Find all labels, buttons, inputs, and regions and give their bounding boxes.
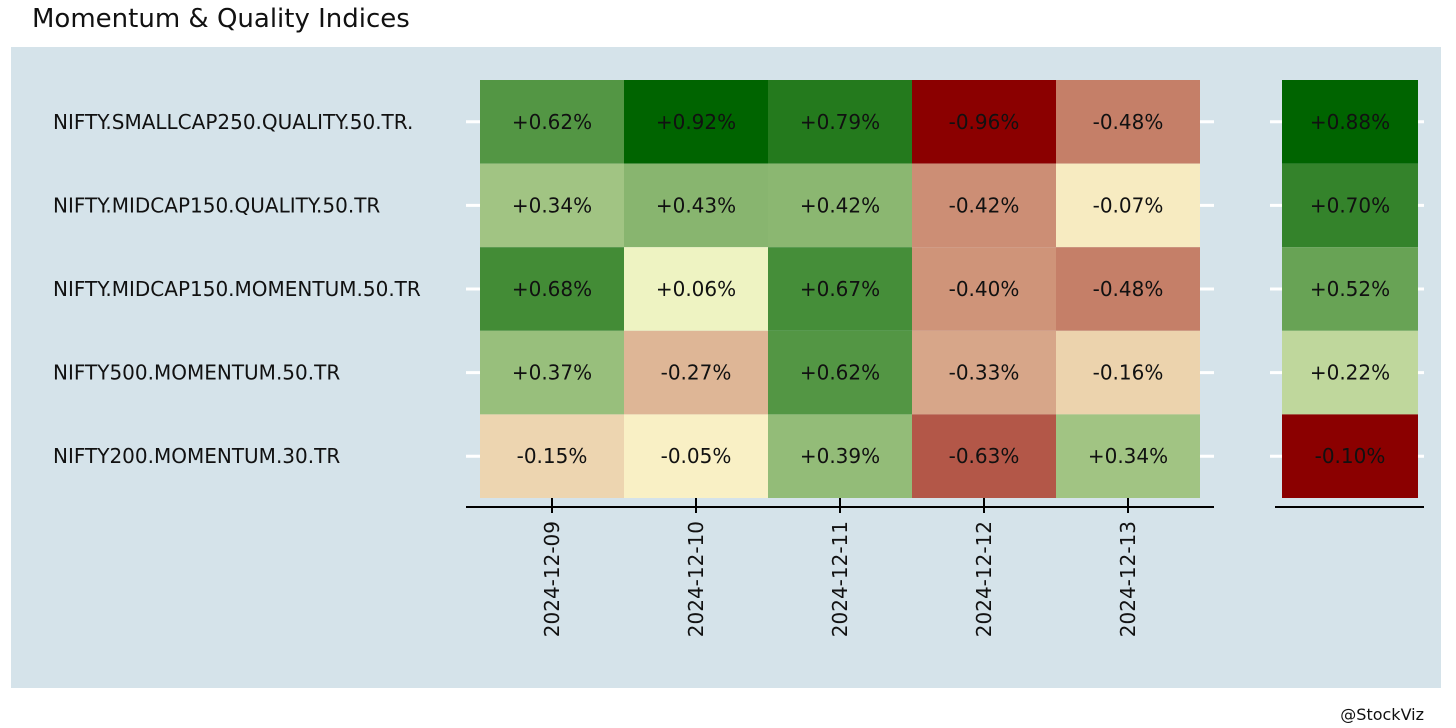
cell-value-label: -0.07% [1093, 193, 1164, 217]
cell-value-label: -0.48% [1093, 277, 1164, 301]
cell-value-label: -0.48% [1093, 110, 1164, 134]
row-label: NIFTY200.MOMENTUM.30.TR [53, 444, 340, 468]
x-tick-label: 2024-12-11 [828, 521, 852, 637]
side-cell-value-label: +0.22% [1310, 361, 1390, 385]
side-cell-value-label: +0.52% [1310, 277, 1390, 301]
cell-value-label: -0.96% [949, 110, 1020, 134]
cell-value-label: +0.62% [800, 361, 880, 385]
heatmap-cell [480, 330, 624, 415]
side-heatmap-cell [1282, 80, 1418, 164]
side-heatmap-cell [1282, 163, 1418, 248]
cell-value-label: -0.63% [949, 444, 1020, 468]
x-tick-label: 2024-12-13 [1116, 521, 1140, 637]
heatmap-cell [768, 414, 912, 498]
heatmap-cell [480, 247, 624, 331]
heatmap-cell [480, 80, 624, 164]
cell-value-label: -0.05% [661, 444, 732, 468]
cell-value-label: +0.39% [800, 444, 880, 468]
cell-value-label: +0.68% [512, 277, 592, 301]
cell-value-label: +0.34% [1088, 444, 1168, 468]
heatmap-cell [1056, 163, 1200, 248]
cell-value-label: -0.15% [517, 444, 588, 468]
cell-value-label: +0.92% [656, 110, 736, 134]
heatmap-cell [624, 80, 768, 164]
cell-value-label: +0.42% [800, 193, 880, 217]
x-tick-label: 2024-12-12 [972, 521, 996, 637]
cell-value-label: +0.37% [512, 361, 592, 385]
cell-value-label: +0.67% [800, 277, 880, 301]
heatmap-cell [768, 247, 912, 331]
heatmap-cell [1056, 80, 1200, 164]
row-label: NIFTY.MIDCAP150.QUALITY.50.TR [53, 193, 380, 217]
cell-value-label: +0.43% [656, 193, 736, 217]
heatmap-cell [768, 330, 912, 415]
x-tick-label: 2024-12-09 [540, 521, 564, 637]
heatmap-cell [624, 247, 768, 331]
heatmap-cell [768, 80, 912, 164]
row-label: NIFTY.MIDCAP150.MOMENTUM.50.TR [53, 277, 421, 301]
heatmap-cell [768, 163, 912, 248]
cell-value-label: -0.27% [661, 361, 732, 385]
side-cell-value-label: -0.10% [1315, 444, 1386, 468]
cell-value-label: +0.34% [512, 193, 592, 217]
heatmap-cell [624, 414, 768, 498]
heatmap-cell [912, 414, 1056, 498]
cell-value-label: -0.40% [949, 277, 1020, 301]
watermark-caption: @StockViz [1340, 705, 1424, 724]
cell-value-label: +0.79% [800, 110, 880, 134]
heatmap-cell [912, 330, 1056, 415]
cell-value-label: -0.16% [1093, 361, 1164, 385]
heatmap-cell [912, 80, 1056, 164]
heatmap-cell [480, 414, 624, 498]
side-cell-value-label: +0.88% [1310, 110, 1390, 134]
side-heatmap-cell [1282, 414, 1418, 498]
heatmap-cell [624, 330, 768, 415]
cell-value-label: +0.06% [656, 277, 736, 301]
side-heatmap-cell [1282, 330, 1418, 415]
row-label: NIFTY500.MOMENTUM.50.TR [53, 361, 340, 385]
row-label: NIFTY.SMALLCAP250.QUALITY.50.TR. [53, 110, 413, 134]
side-heatmap-cell [1282, 247, 1418, 331]
cell-value-label: -0.42% [949, 193, 1020, 217]
heatmap-cell [912, 163, 1056, 248]
heatmap-cell [480, 163, 624, 248]
heatmap-cell [624, 163, 768, 248]
cell-value-label: +0.62% [512, 110, 592, 134]
cell-value-label: -0.33% [949, 361, 1020, 385]
chart-title: Momentum & Quality Indices [32, 4, 410, 34]
side-cell-value-label: +0.70% [1310, 193, 1390, 217]
heatmap-cell [1056, 414, 1200, 498]
heatmap-cell [1056, 330, 1200, 415]
heatmap-cell [912, 247, 1056, 331]
x-tick-label: 2024-12-10 [684, 521, 708, 637]
heatmap-cell [1056, 247, 1200, 331]
